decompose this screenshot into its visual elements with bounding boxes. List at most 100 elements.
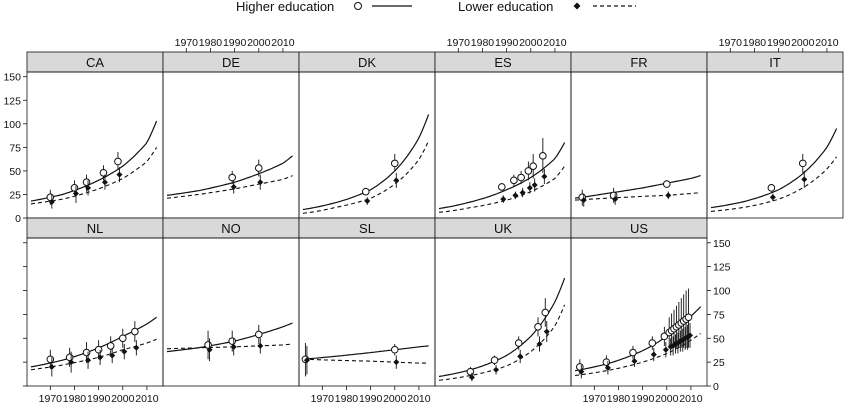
panel-no: NO	[162, 217, 300, 387]
data-point-higher-no-2	[254, 330, 263, 339]
data-point-lower-es-3	[526, 184, 533, 191]
x-tick-label-top-1-0: 1970	[175, 37, 199, 49]
legend-marker-filled-diamond	[573, 2, 581, 10]
y-tick-label-left-0: 0	[15, 213, 21, 225]
data-point-lower-es-1	[512, 192, 519, 199]
data-point-higher-ca-0	[46, 193, 55, 202]
data-point-higher-nl-1	[65, 353, 74, 362]
data-point-lower-uk-1	[493, 366, 500, 373]
data-point-higher-us-3	[648, 339, 657, 347]
x-tick-label-top-1-2: 1990	[223, 37, 247, 49]
data-point-higher-us-0	[576, 363, 584, 371]
data-point-higher-ca-1	[70, 184, 79, 192]
plot-frame-uk	[434, 237, 572, 387]
x-tick-label-bottom-8-3: 2000	[383, 393, 407, 405]
panel-ca: CA	[26, 51, 164, 219]
data-point-lower-nl-3	[97, 354, 104, 361]
legend-marker-open-circle	[354, 2, 362, 10]
x-tick-label-top-5-1: 1980	[743, 37, 767, 49]
panel-dk: DK	[298, 51, 436, 219]
x-tick-label-top-1-4: 2010	[271, 37, 295, 49]
x-tick-label-bottom-6-2: 1990	[87, 393, 111, 405]
panel-uk: UK	[434, 217, 572, 387]
data-point-lower-ca-3	[101, 179, 108, 186]
series-line-lower-uk	[438, 304, 566, 381]
data-point-higher-fr-2	[662, 180, 671, 188]
series-line-higher-it	[710, 128, 838, 209]
strip-label-ca: CA	[86, 55, 104, 70]
data-point-lower-us-0	[578, 368, 585, 375]
x-tick-label-top-5-4: 2010	[815, 37, 839, 49]
data-point-lower-nl-4	[109, 352, 116, 359]
x-tick-label-bottom-8-4: 2010	[407, 393, 431, 405]
y-tick-label-left-5: 125	[3, 95, 21, 107]
data-point-lower-ca-1	[72, 190, 79, 197]
x-tick-label-bottom-8-2: 1990	[359, 393, 383, 405]
data-point-lower-de-1	[257, 179, 264, 186]
y-tick-label-right-6: 150	[713, 238, 731, 250]
data-point-higher-us-4	[660, 332, 669, 341]
x-tick-label-bottom-6-4: 2010	[135, 393, 159, 405]
data-point-lower-uk-4	[543, 328, 550, 335]
panel-fr: FR	[570, 51, 708, 219]
x-tick-label-bottom-8-1: 1980	[335, 393, 359, 405]
x-tick-label-top-1-3: 2000	[247, 37, 271, 49]
legend: Higher education Lower education	[236, 0, 636, 14]
data-point-lower-uk-3	[536, 340, 543, 347]
y-tick-label-right-3: 75	[713, 309, 725, 321]
data-point-higher-es-2	[517, 173, 525, 182]
data-point-lower-nl-6	[133, 344, 140, 351]
data-point-higher-ca-2	[82, 178, 91, 187]
series-line-lower-no	[166, 343, 293, 350]
plot-frame-no	[162, 237, 300, 387]
x-tick-label-top-5-0: 1970	[719, 37, 743, 49]
data-point-lower-ca-4	[116, 171, 123, 178]
series-line-higher-es	[438, 142, 566, 210]
panel-sl: SL	[298, 217, 436, 387]
data-point-higher-nl-6	[131, 327, 139, 336]
data-point-lower-fr-0	[580, 197, 587, 204]
x-tick-label-top-3-2: 1990	[495, 37, 519, 49]
x-tick-label-bottom-10-4: 2010	[679, 393, 703, 405]
panel-es: ES	[434, 51, 572, 219]
data-point-higher-es-0	[497, 183, 506, 191]
series-line-higher-no	[166, 322, 293, 353]
x-tick-label-bottom-6-1: 1980	[63, 393, 87, 405]
plot-frame-it	[706, 71, 844, 219]
data-point-higher-uk-1	[490, 356, 499, 365]
data-point-higher-ca-4	[114, 157, 122, 166]
series-line-lower-de	[166, 175, 293, 199]
strip-label-uk: UK	[494, 221, 512, 236]
data-point-higher-it-1	[798, 159, 807, 168]
data-point-lower-no-1	[230, 343, 237, 350]
data-point-lower-sl-1	[393, 359, 400, 366]
data-point-lower-nl-2	[85, 357, 92, 364]
panels: CA DE DK ES FR IT NL NO SL UK US	[26, 51, 844, 387]
data-point-higher-es-5	[539, 152, 547, 160]
series-line-higher-sl	[302, 345, 429, 360]
series-line-higher-de	[166, 155, 293, 196]
x-tick-label-top-3-4: 2010	[543, 37, 567, 49]
data-point-higher-no-1	[228, 337, 237, 345]
data-point-higher-de-1	[254, 164, 263, 172]
data-point-lower-dk-0	[364, 198, 371, 205]
strip-label-it: IT	[769, 55, 781, 70]
data-point-lower-es-5	[541, 173, 548, 180]
data-point-lower-it-1	[801, 176, 808, 183]
data-point-higher-us-1	[602, 358, 611, 366]
data-point-lower-es-4	[531, 182, 538, 189]
data-point-higher-uk-2	[514, 339, 523, 347]
data-point-lower-uk-0	[468, 374, 475, 381]
data-point-higher-dk-1	[390, 159, 399, 168]
data-point-lower-us-13	[687, 332, 694, 339]
data-point-lower-nl-1	[68, 359, 75, 366]
y-tick-label-left-2: 50	[9, 166, 21, 178]
series-line-lower-us	[574, 333, 701, 377]
plot-frame-us	[570, 237, 708, 387]
y-tick-label-left-6: 150	[3, 72, 21, 84]
series-line-lower-sl	[303, 358, 429, 364]
data-point-higher-es-1	[510, 176, 518, 185]
data-point-lower-us-1	[604, 364, 611, 371]
data-point-higher-nl-5	[118, 334, 127, 343]
